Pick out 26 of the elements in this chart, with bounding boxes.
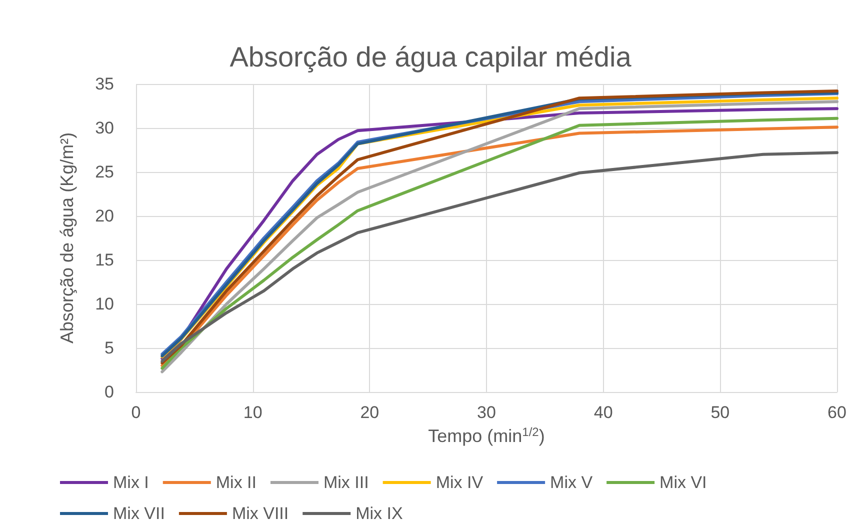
y-tick-label: 0 [104, 382, 114, 402]
legend-label: Mix IV [436, 473, 484, 492]
legend-label: Mix III [323, 473, 369, 492]
y-tick-label: 15 [95, 250, 114, 270]
x-tick-label: 20 [360, 403, 380, 422]
legend-label: Mix VIII [232, 504, 289, 523]
x-tick-label: 50 [710, 403, 730, 422]
legend-label: Mix VI [660, 473, 707, 492]
chart-title: Absorção de água capilar média [230, 42, 632, 72]
x-tick-label: 30 [477, 403, 496, 422]
y-tick-label: 5 [104, 338, 114, 358]
x-tick-label: 0 [131, 403, 141, 422]
y-tick-label: 10 [95, 294, 114, 314]
x-tick-label: 60 [828, 403, 846, 422]
y-tick-label: 25 [95, 162, 114, 182]
legend-label: Mix V [550, 473, 594, 492]
y-tick-label: 35 [95, 74, 114, 94]
y-axis-title: Absorção de água (Kg/m²) [57, 132, 77, 344]
legend-label: Mix I [113, 473, 149, 492]
y-tick-label: 20 [95, 206, 114, 226]
y-tick-label: 30 [95, 118, 114, 138]
x-tick-label: 10 [243, 403, 262, 422]
legend-label: Mix II [216, 473, 256, 492]
x-tick-label: 40 [594, 403, 613, 422]
legend-label: Mix VII [113, 504, 165, 523]
legend-label: Mix IX [356, 504, 403, 523]
